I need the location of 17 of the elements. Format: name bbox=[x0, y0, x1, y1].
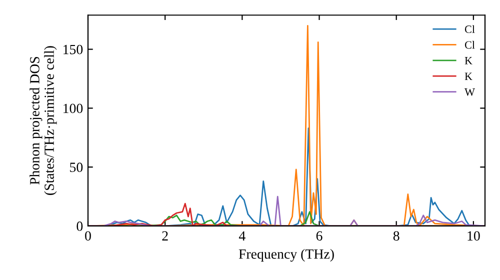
y-tick-label: 150 bbox=[64, 44, 83, 54]
y-tick-label: 50 bbox=[70, 162, 83, 172]
x-tick-label: 0 bbox=[85, 231, 91, 241]
legend-label: Cl bbox=[464, 40, 475, 49]
legend-label: Cl bbox=[464, 25, 475, 34]
x-tick-label: 8 bbox=[393, 231, 400, 241]
legend-label: K bbox=[464, 72, 472, 80]
y-axis-title: Phonon projected DOS (States/THz·primitive cell) bbox=[30, 46, 57, 195]
x-tick-label: 4 bbox=[238, 231, 246, 240]
x-tick-label: 6 bbox=[316, 231, 322, 241]
legend-label: K bbox=[464, 57, 472, 64]
y-tick-label: 100 bbox=[64, 104, 83, 114]
x-tick-label: 10 bbox=[468, 231, 480, 241]
y-tick-label: 0 bbox=[76, 222, 83, 231]
x-tick-label: 2 bbox=[162, 231, 168, 240]
legend-label: W bbox=[464, 88, 475, 96]
x-axis-title: Frequency (THz) bbox=[238, 248, 334, 262]
